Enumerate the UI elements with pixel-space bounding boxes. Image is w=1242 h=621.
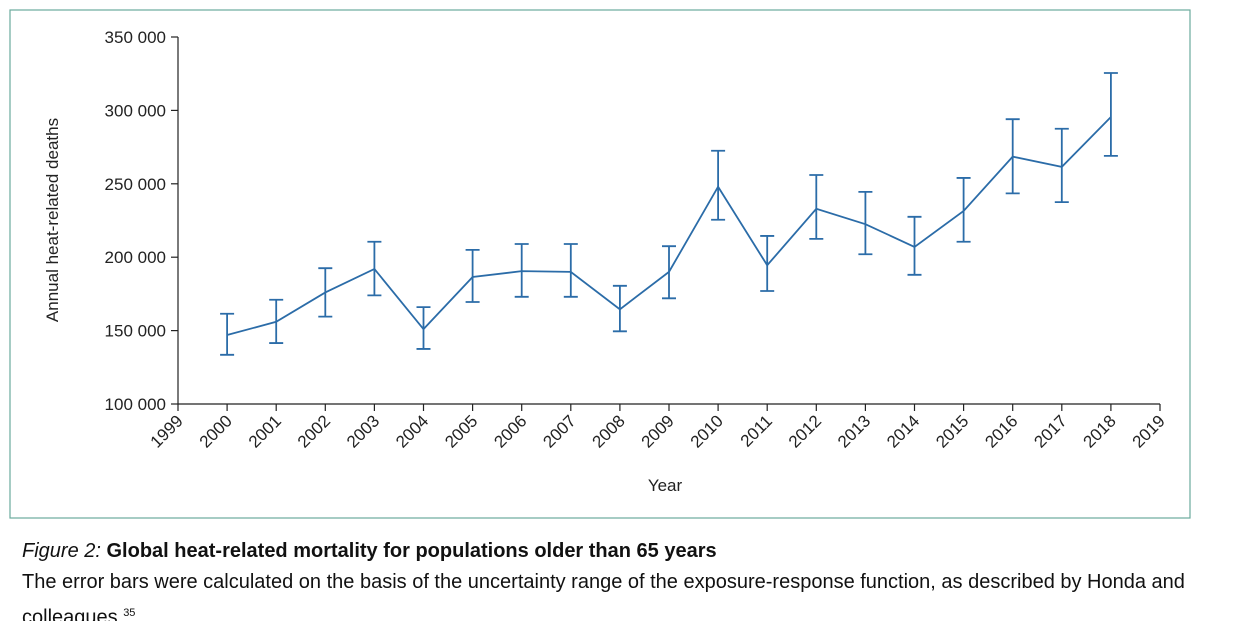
x-tick-label: 2017 [1030,411,1070,451]
x-tick-label: 2001 [245,411,285,451]
x-tick-label: 2005 [441,411,481,451]
reference: 35 [123,607,136,619]
error-bar [563,243,578,298]
caption: Figure 2: Global heat-related mortality … [22,536,1222,621]
caption-body: The error bars were calculated on the ba… [22,571,1185,621]
error-bar [1054,127,1069,204]
y-tick-label: 150 000 [105,322,166,341]
y-tick-label: 350 000 [105,28,166,47]
x-tick-label: 2013 [834,411,874,451]
x-tick-label: 2009 [638,411,678,451]
caption-text: The error bars were calculated on the ba… [22,567,1222,621]
y-tick-label: 100 000 [105,395,166,414]
error-bar [907,215,922,276]
error-bar [809,174,824,240]
x-tick-label: 2007 [539,411,579,451]
error-bar [514,243,529,298]
y-axis-label: Annual heat-related deaths [43,118,62,322]
error-bar [269,298,284,344]
error-bar [416,306,431,350]
x-tick-label: 1999 [147,411,187,451]
x-tick-label: 2002 [294,411,334,451]
x-tick-label: 2006 [490,411,530,451]
chart: Year Annual heat-related deaths 100 0001… [9,9,1191,519]
error-bar [465,248,480,303]
x-tick-label: 2000 [196,411,236,451]
x-tick-label: 2016 [981,411,1021,451]
x-tick-label: 2012 [785,411,825,451]
error-bar [858,190,873,256]
figure-label: Figure 2: [22,540,101,562]
x-tick-label: 2014 [883,411,923,451]
x-tick-label: 2008 [589,411,629,451]
y-tick-label: 250 000 [105,175,166,194]
error-bar [760,235,775,292]
caption-title: Figure 2: Global heat-related mortality … [22,536,1222,567]
error-bar [711,149,726,221]
y-tick-label: 300 000 [105,101,166,120]
error-bar [1103,72,1118,157]
error-bar [318,267,333,318]
error-bar [220,312,235,356]
x-tick-label: 2010 [687,411,727,451]
error-bar [956,177,971,243]
error-bar [612,284,627,333]
error-bar [662,245,676,300]
x-tick-label: 2011 [737,411,776,450]
chart-frame [9,9,1191,519]
error-bar [1005,118,1020,195]
error-bar [367,240,382,297]
x-tick-label: 2004 [392,411,432,451]
data-line [226,116,1112,336]
x-tick-label: 2018 [1080,411,1120,451]
x-tick-label: 2015 [932,411,972,451]
x-tick-label: 2003 [343,411,383,451]
caption-title-text: Global heat-related mortality for popula… [106,540,717,562]
x-tick-label: 2019 [1129,411,1169,451]
x-axis-label: Year [648,476,683,495]
y-tick-label: 200 000 [105,248,166,267]
